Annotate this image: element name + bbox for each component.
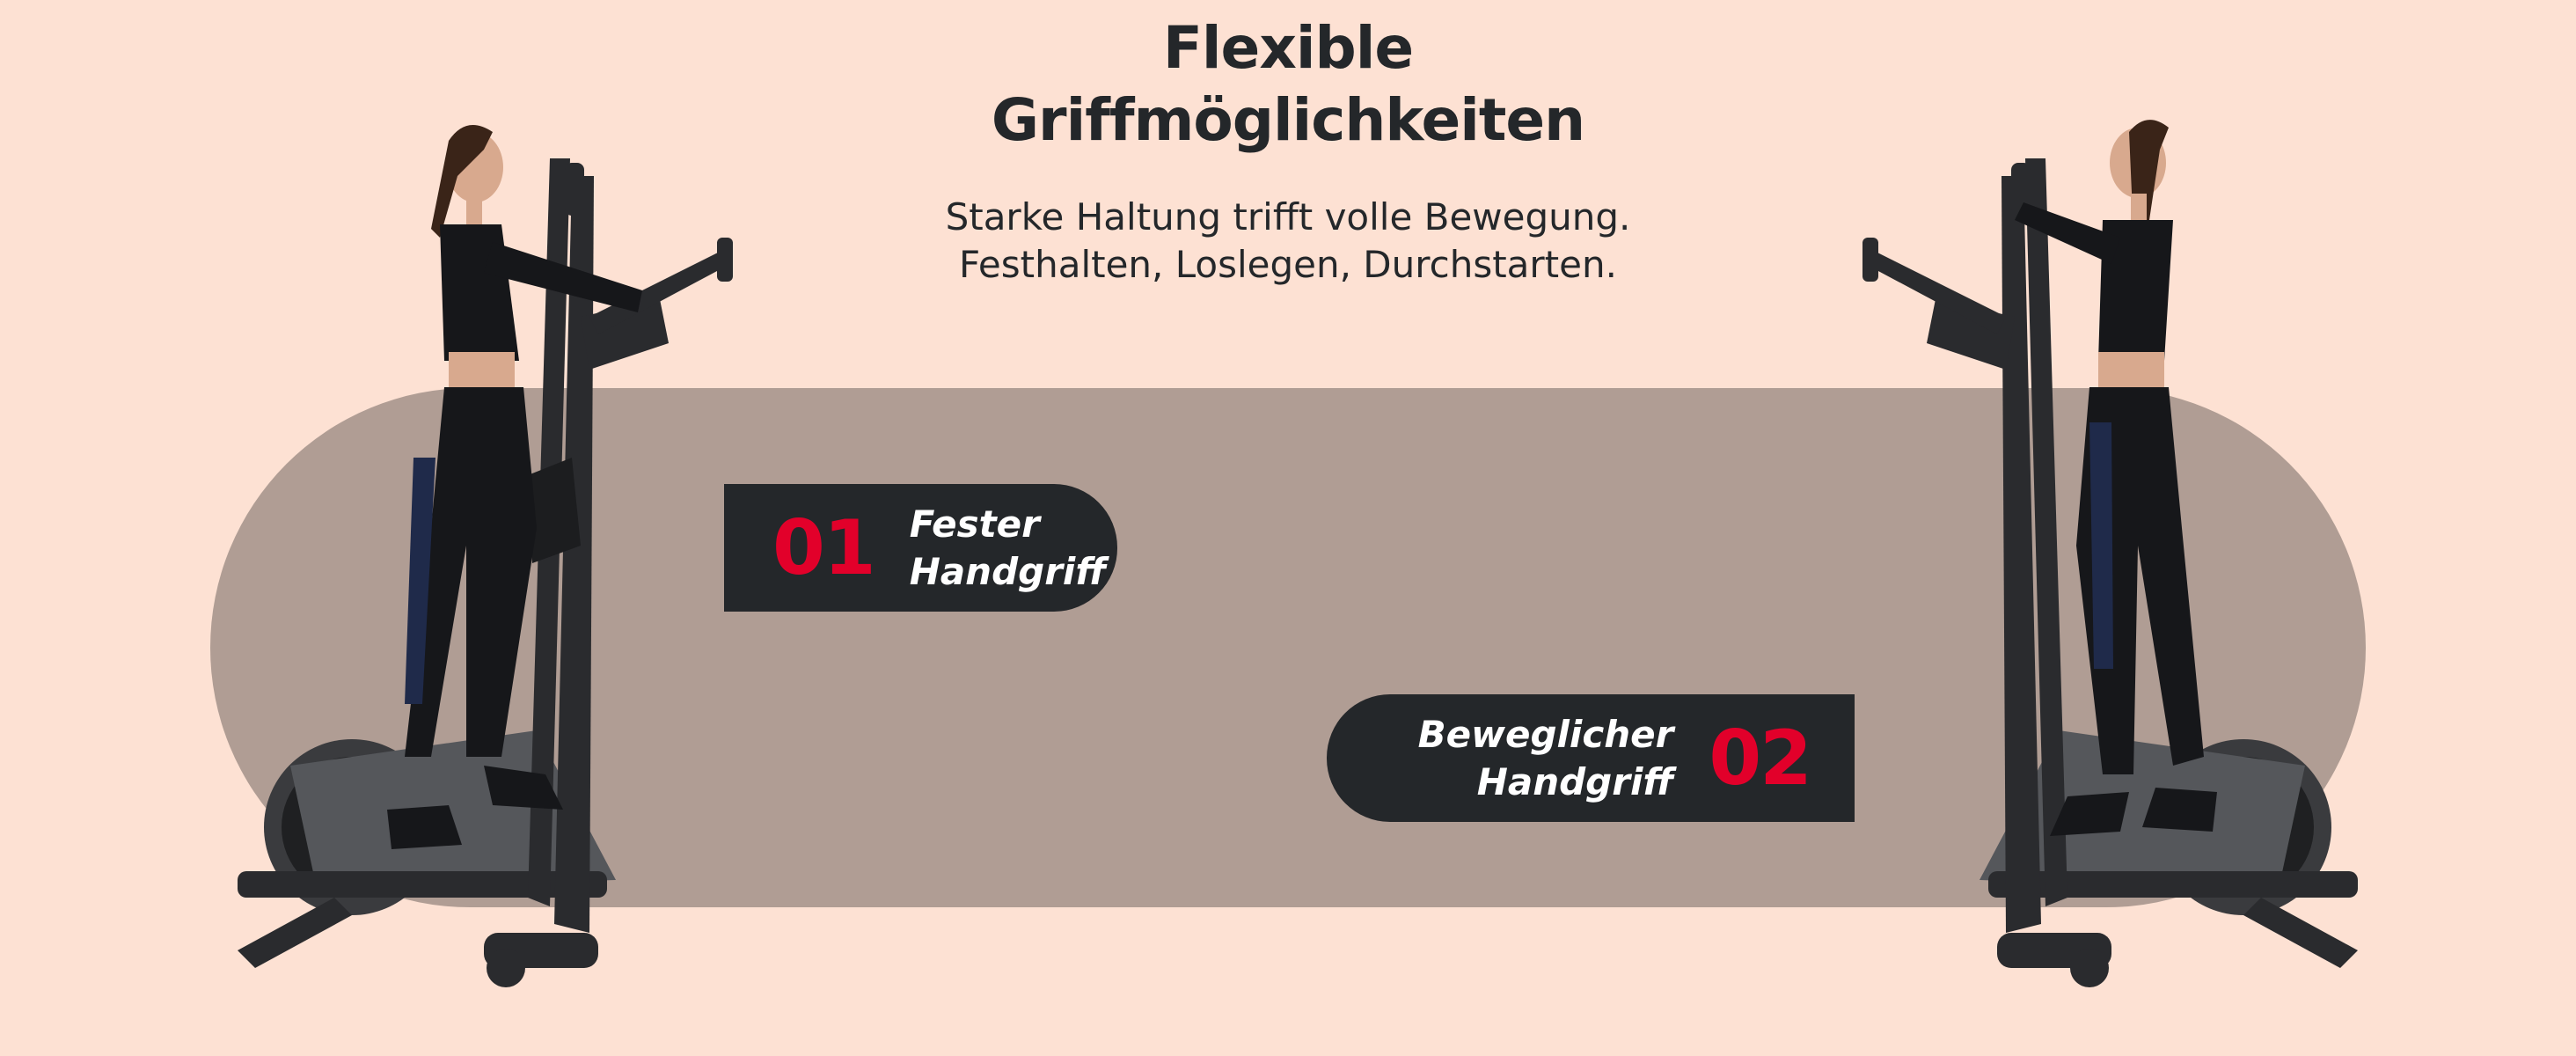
feature-number: 02 bbox=[1709, 714, 1812, 803]
subtitle: Starke Haltung trifft volle Bewegung. Fe… bbox=[0, 194, 2576, 289]
title-line-2: Griffmöglichkeiten bbox=[991, 86, 1585, 154]
page-title: Flexible Griffmöglichkeiten bbox=[0, 12, 2576, 157]
subtitle-line-2: Festhalten, Loslegen, Durchstarten. bbox=[959, 243, 1617, 286]
feature-label-line-2: Handgriff bbox=[1476, 759, 1674, 803]
feature-badge-movable-handle: Beweglicher Handgriff 02 bbox=[1327, 694, 1855, 822]
feature-label-line-1: Fester bbox=[909, 502, 1040, 546]
elliptical-trainer-right-image bbox=[1862, 120, 2358, 987]
feature-label-line-1: Beweglicher bbox=[1417, 712, 1674, 756]
feature-label-line-2: Handgriff bbox=[909, 549, 1107, 593]
title-line-1: Flexible bbox=[1162, 14, 1414, 82]
feature-label: Beweglicher Handgriff bbox=[1418, 711, 1674, 806]
feature-badge-fixed-handle: 01 Fester Handgriff bbox=[724, 484, 1117, 612]
feature-number: 01 bbox=[772, 503, 876, 592]
feature-label: Fester Handgriff bbox=[910, 501, 1107, 596]
elliptical-trainer-left-image bbox=[238, 125, 733, 987]
subtitle-line-1: Starke Haltung trifft volle Bewegung. bbox=[945, 195, 1631, 238]
